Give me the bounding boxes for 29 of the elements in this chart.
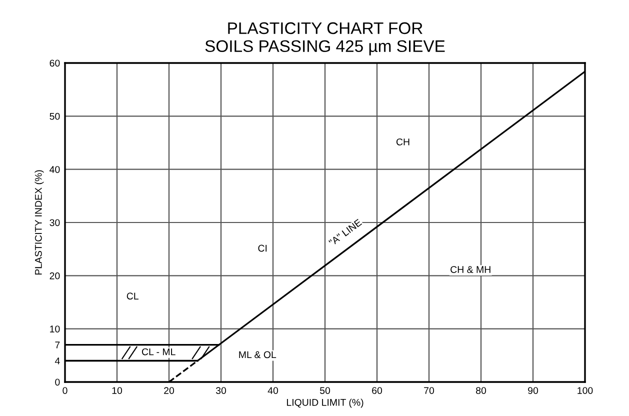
chart-title: PLASTICITY CHART FOR SOILS PASSING 425 µm SIEVE bbox=[205, 22, 445, 56]
x-tick-label: 60 bbox=[372, 387, 382, 394]
x-tick-label: 40 bbox=[268, 387, 278, 394]
y-tick-label: 0 bbox=[55, 378, 60, 386]
x-tick-label: 0 bbox=[62, 387, 68, 394]
x-axis-title: LIQUID LIMIT (%) bbox=[286, 398, 364, 408]
x-tick-label: 80 bbox=[476, 387, 486, 394]
annotation: CL bbox=[126, 292, 138, 300]
y-tick-label: 50 bbox=[50, 112, 60, 120]
x-tick-label: 70 bbox=[424, 387, 434, 394]
y-tick-label: 7 bbox=[55, 342, 60, 348]
annotation: CH bbox=[396, 138, 410, 146]
x-tick-label: 20 bbox=[164, 387, 174, 394]
x-tick-label: 90 bbox=[528, 387, 538, 394]
y-tick-label: 60 bbox=[50, 60, 60, 67]
x-tick-label: 10 bbox=[112, 387, 122, 394]
y-axis-title: PLASTICITY INDEX (%) bbox=[34, 170, 44, 275]
y-tick-label: 10 bbox=[50, 326, 60, 332]
annotation: ML & OL bbox=[239, 351, 276, 358]
y-tick-label: 40 bbox=[50, 166, 60, 173]
x-tick-label: 100 bbox=[578, 387, 593, 394]
y-tick-label: 4 bbox=[54, 358, 60, 364]
annotation: CL - ML bbox=[142, 348, 176, 356]
y-tick-label: 20 bbox=[50, 272, 60, 280]
y-tick-label: 30 bbox=[50, 219, 60, 226]
x-tick-label: 30 bbox=[216, 387, 226, 394]
annotation: CH & MH bbox=[450, 266, 490, 273]
x-tick-label: 50 bbox=[320, 387, 330, 394]
annotation: CI bbox=[258, 244, 267, 252]
